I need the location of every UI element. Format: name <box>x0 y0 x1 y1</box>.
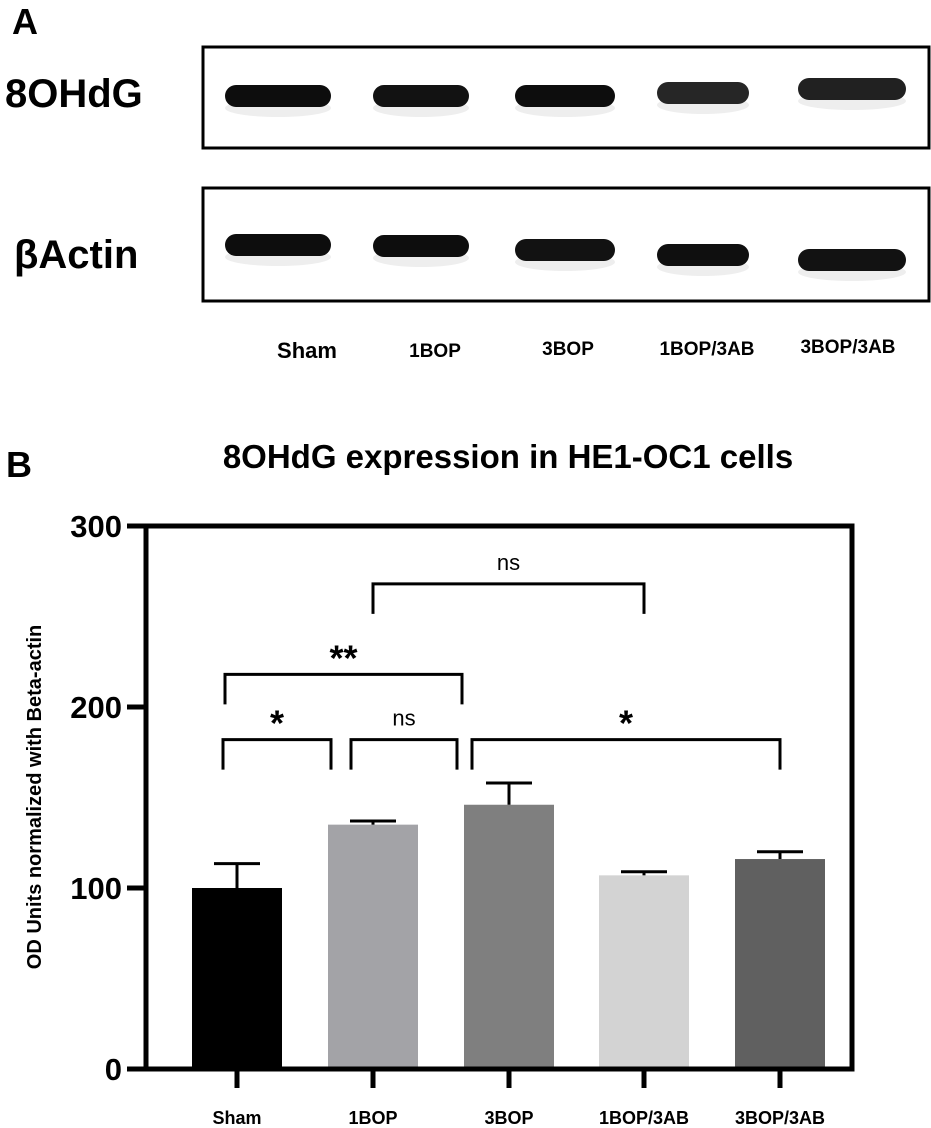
lane-label-3bop: 3BOP <box>542 339 594 360</box>
bar-sham <box>192 888 282 1069</box>
significance-bracket <box>470 738 782 770</box>
y-tick-label: 300 <box>70 509 122 544</box>
blot-band <box>225 234 331 256</box>
x-tick-label: 1BOP <box>348 1108 397 1128</box>
significance-bracket <box>371 582 646 614</box>
blot-band <box>515 85 615 107</box>
blot-label-8ohdg: 8OHdG <box>5 72 143 116</box>
significance-bracket <box>349 738 459 770</box>
y-tick-label: 0 <box>105 1052 122 1087</box>
bar-3bop <box>464 804 554 1069</box>
blot-band <box>798 78 906 100</box>
y-tick-label: 100 <box>70 871 122 906</box>
lane-label-1bop: 1BOP <box>409 341 461 362</box>
blot-bands-actin <box>225 234 906 281</box>
x-tick-label: 3BOP <box>484 1108 533 1128</box>
panel-a-letter: A <box>12 1 38 42</box>
blot-band <box>373 85 469 107</box>
significance-brackets: * ns ***ns <box>221 550 782 770</box>
blot-bands-8ohdg <box>225 78 906 117</box>
significance-label: * <box>270 703 284 744</box>
y-tick-label: 200 <box>70 690 122 725</box>
x-tick-label: Sham <box>212 1108 261 1128</box>
blot-band <box>657 244 749 266</box>
bar-1bop-3ab <box>599 875 689 1069</box>
x-tick-label: 1BOP/3AB <box>599 1108 689 1128</box>
lane-label-3bop-3ab: 3BOP/3AB <box>800 337 895 358</box>
significance-bracket <box>223 672 464 705</box>
x-tick-label: 3BOP/3AB <box>735 1108 825 1128</box>
significance-label: ns <box>497 550 520 575</box>
lane-label-1bop-3ab: 1BOP/3AB <box>659 339 754 360</box>
plot-frame <box>143 523 855 1072</box>
lane-label-sham: Sham <box>277 338 337 363</box>
significance-label: * <box>619 703 633 744</box>
y-axis-label: OD Units normalized with Beta-actin <box>24 625 46 969</box>
significance-bracket <box>221 738 333 770</box>
blot-band <box>225 85 331 107</box>
y-axis-ticks: 0 100 200 300 <box>70 509 146 1087</box>
significance-label: ns <box>392 706 415 731</box>
panel-b-letter: B <box>6 444 32 485</box>
error-bars <box>214 781 803 888</box>
bars <box>192 804 825 1069</box>
blot-band <box>373 235 469 257</box>
x-axis-ticks: Sham 1BOP 3BOP 1BOP/3AB 3BOP/3AB <box>212 1069 825 1128</box>
bar-1bop <box>328 824 418 1069</box>
bar-3bop-3ab <box>735 859 825 1069</box>
blot-band <box>657 82 749 104</box>
chart-title: 8OHdG expression in HE1-OC1 cells <box>223 438 793 475</box>
blot-band <box>515 239 615 261</box>
blot-band <box>798 249 906 271</box>
blot-label-actin: βActin <box>14 233 138 277</box>
significance-label: ** <box>329 637 357 678</box>
